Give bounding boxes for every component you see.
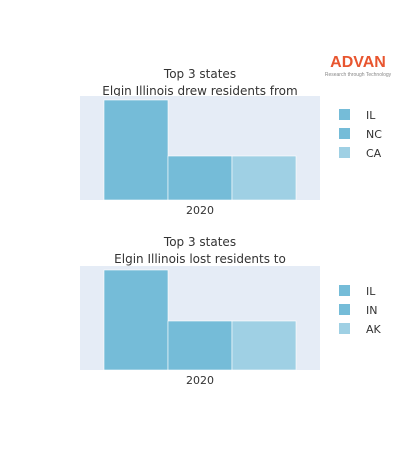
bar-il[interactable] — [103, 99, 169, 201]
advan-logo: ADVAN Research through Technology — [325, 54, 392, 78]
legend-swatch — [339, 128, 350, 139]
legend-label: IL — [366, 285, 376, 298]
legend-label: NC — [366, 128, 382, 141]
chart-subtitle: Elgin Illinois drew residents from — [102, 84, 297, 98]
chart-1: Top 3 states Elgin Illinois drew resident… — [80, 67, 382, 217]
legend-swatch — [339, 147, 350, 158]
legend-item-il[interactable]: IL — [339, 285, 376, 298]
legend-label: IL — [366, 109, 376, 122]
bar-nc[interactable] — [167, 155, 233, 201]
chart-subtitle: Elgin Illinois lost residents to — [114, 252, 286, 266]
legend-label: CA — [366, 147, 382, 160]
logo-tagline: Research through Technology — [325, 72, 392, 78]
legend: IL NC CA — [339, 109, 382, 160]
bar-in[interactable] — [167, 320, 233, 371]
legend-item-ak[interactable]: AK — [339, 323, 382, 336]
legend-swatch — [339, 285, 350, 296]
legend-item-il[interactable]: IL — [339, 109, 376, 122]
legend-label: IN — [366, 304, 377, 317]
legend-label: AK — [366, 323, 382, 336]
legend-swatch — [339, 304, 350, 315]
legend-item-nc[interactable]: NC — [339, 128, 382, 141]
legend-item-in[interactable]: IN — [339, 304, 377, 317]
bar-ca[interactable] — [231, 155, 297, 201]
bar-ak[interactable] — [231, 320, 297, 371]
logo-wordmark: ADVAN — [330, 54, 386, 71]
legend-item-ca[interactable]: CA — [339, 147, 382, 160]
chart-title: Top 3 states — [163, 67, 236, 81]
legend: IL IN AK — [339, 285, 382, 336]
legend-swatch — [339, 109, 350, 120]
chart-title: Top 3 states — [163, 235, 236, 249]
x-tick-label: 2020 — [186, 204, 214, 217]
x-tick-label: 2020 — [186, 374, 214, 387]
bar-il[interactable] — [103, 269, 169, 371]
legend-swatch — [339, 323, 350, 334]
chart-2: Top 3 states Elgin Illinois lost resident… — [80, 235, 382, 387]
